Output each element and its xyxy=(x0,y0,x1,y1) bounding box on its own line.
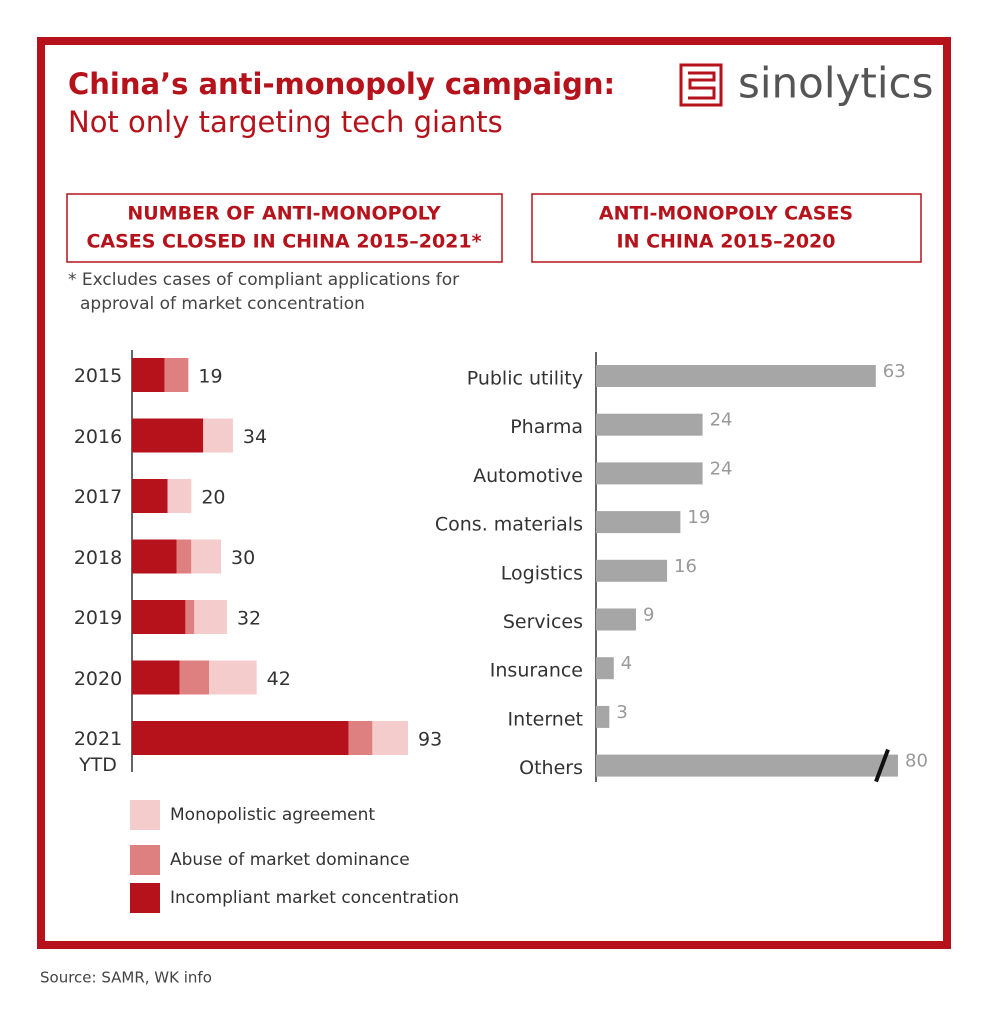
total-label: 20 xyxy=(201,487,225,509)
y-tick-label: Internet xyxy=(508,708,583,730)
y-tick-label: Automotive xyxy=(473,465,583,487)
subtitle: Not only targeting tech giants xyxy=(68,105,503,139)
value-label: 16 xyxy=(674,556,697,577)
value-label: 19 xyxy=(687,507,710,528)
bar xyxy=(596,705,610,728)
bar-segment xyxy=(209,660,257,695)
total-label: 30 xyxy=(231,547,255,569)
legend-swatch xyxy=(130,800,160,830)
bar xyxy=(596,462,703,485)
total-label: 34 xyxy=(243,426,267,448)
y-tick-label: Logistics xyxy=(501,562,583,584)
bar-segment xyxy=(191,539,222,574)
y-tick-label: 2015 xyxy=(73,365,123,387)
bar xyxy=(596,657,614,680)
bar-segment xyxy=(132,539,177,574)
y-tick-label: Cons. materials xyxy=(435,514,583,536)
title: China’s anti-monopoly campaign: xyxy=(68,67,615,101)
bar xyxy=(596,413,703,436)
bar-segment xyxy=(179,660,210,695)
logo-text: sinolytics xyxy=(738,59,934,108)
bar-segment xyxy=(132,418,204,453)
bar-segment xyxy=(176,539,192,574)
source: Source: SAMR, WK info xyxy=(40,969,212,987)
y-tick-label: Others xyxy=(519,757,583,779)
value-label: 63 xyxy=(883,361,906,382)
y-tick-label: 2020 xyxy=(73,667,123,690)
bar-segment xyxy=(132,721,349,755)
total-label: 19 xyxy=(198,366,222,388)
bar xyxy=(596,511,681,534)
bar-segment xyxy=(167,479,192,513)
bar-segment xyxy=(132,660,180,695)
value-label: 3 xyxy=(616,702,627,723)
y-tick-label: Pharma xyxy=(510,416,583,438)
bar-segment xyxy=(164,358,189,392)
panel-title: CASES CLOSED IN CHINA 2015–2021* xyxy=(86,231,481,253)
bar-segment xyxy=(132,479,168,513)
logo-icon xyxy=(679,63,723,107)
bar-segment xyxy=(185,600,195,634)
panel-title-box xyxy=(66,193,503,263)
legend-swatch xyxy=(130,845,160,875)
y-tick-label: 2018 xyxy=(73,546,123,569)
y-tick-label: 2017 xyxy=(73,486,123,508)
bar-segment xyxy=(132,600,186,634)
value-label: 9 xyxy=(643,605,654,626)
bar-segment xyxy=(132,358,165,392)
legend-label: Abuse of market dominance xyxy=(170,850,410,870)
legend-swatch xyxy=(130,883,160,913)
bar xyxy=(596,365,876,387)
total-label: 42 xyxy=(267,668,291,690)
bar xyxy=(596,559,668,582)
panel-title: IN CHINA 2015–2020 xyxy=(617,231,836,253)
y-tick-label: 2019 xyxy=(73,607,123,629)
y-tick-label: 2016 xyxy=(73,425,123,448)
total-label: 32 xyxy=(237,608,261,630)
value-label: 80 xyxy=(905,751,928,772)
panel-title: ANTI-MONOPOLY CASES xyxy=(599,203,853,225)
bar-segment xyxy=(348,721,373,755)
panel-title-box xyxy=(531,193,922,263)
axis-break xyxy=(874,748,890,783)
value-label: 4 xyxy=(621,653,632,674)
frame xyxy=(37,37,951,949)
value-label: 24 xyxy=(710,410,733,431)
value-label: 24 xyxy=(710,458,733,479)
panel-title: NUMBER OF ANTI-MONOPOLY xyxy=(127,203,441,225)
footnote: * Excludes cases of compliant applicatio… xyxy=(68,270,460,314)
bar-segment xyxy=(372,721,408,755)
bar-segment xyxy=(203,418,233,453)
y-tick-label: Insurance xyxy=(490,660,583,682)
y-tick-label: Services xyxy=(503,611,583,633)
bar xyxy=(596,754,898,777)
y-tick-label: 2021 YTD xyxy=(73,728,123,776)
bar xyxy=(596,608,636,631)
y-tick-label: Public utility xyxy=(467,368,583,390)
legend-label: Incompliant market concentration xyxy=(170,888,459,908)
bar-segment xyxy=(194,600,227,634)
legend-label: Monopolistic agreement xyxy=(170,805,375,825)
total-label: 93 xyxy=(418,729,442,751)
